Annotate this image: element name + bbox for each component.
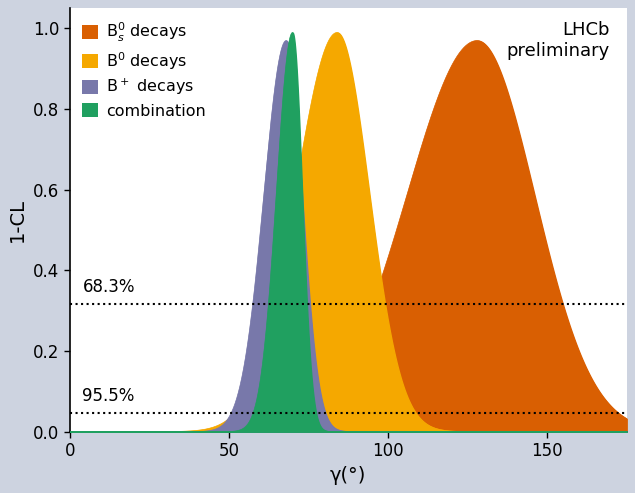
Text: 68.3%: 68.3% (83, 278, 135, 296)
Text: LHCb
preliminary: LHCb preliminary (507, 21, 610, 60)
Text: 95.5%: 95.5% (83, 387, 135, 405)
Legend: B$_s^0$ decays, B$^0$ decays, B$^+$ decays, combination: B$_s^0$ decays, B$^0$ decays, B$^+$ deca… (77, 16, 211, 123)
X-axis label: γ(°): γ(°) (330, 466, 366, 485)
Y-axis label: 1-CL: 1-CL (8, 198, 27, 242)
